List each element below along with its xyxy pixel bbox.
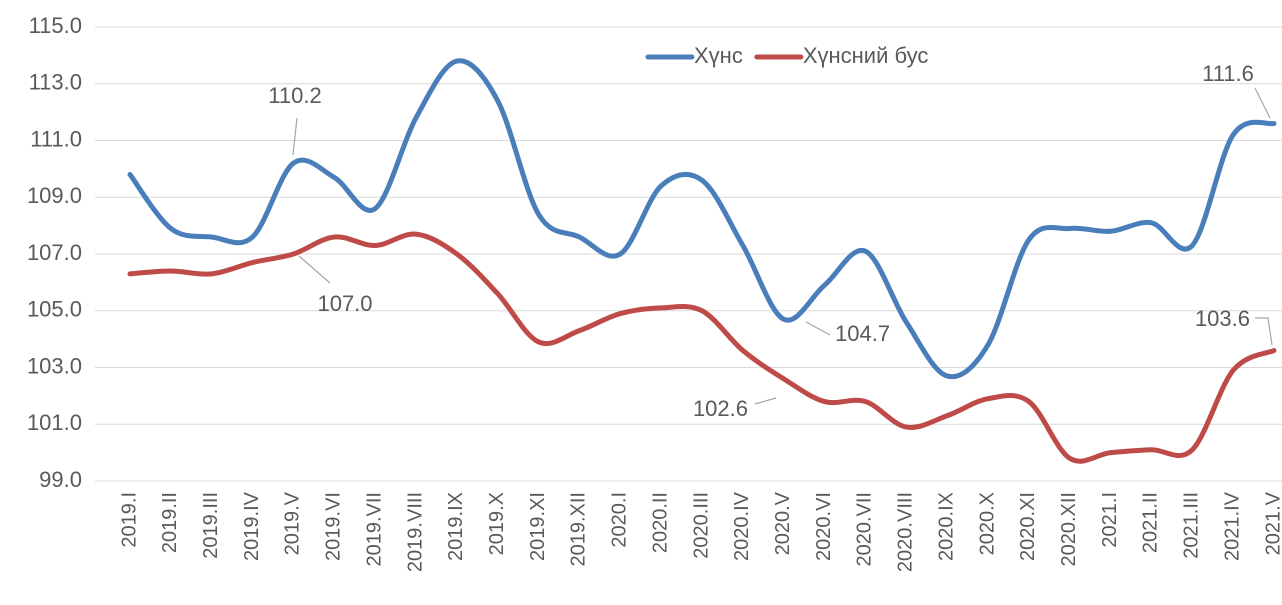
data-label: 107.0	[317, 291, 372, 316]
x-tick-label: 2020.I	[609, 492, 631, 548]
x-tick-label: 2020.VI	[813, 492, 835, 561]
x-tick-label: 2020.III	[690, 492, 712, 559]
x-tick-label: 2020.VIII	[895, 492, 917, 572]
x-tick-label: 2019.IV	[241, 491, 263, 561]
data-label: 103.6	[1195, 306, 1250, 331]
x-tick-label: 2020.X	[976, 492, 998, 555]
leader-line	[1255, 317, 1273, 346]
y-tick-label: 115.0	[29, 13, 82, 38]
y-tick-label: 99.0	[39, 467, 82, 492]
data-label: 104.7	[835, 321, 890, 346]
x-tick-label: 2020.XI	[1017, 492, 1039, 561]
legend-label: Хүнс	[694, 43, 743, 68]
x-tick-label: 2019.III	[200, 492, 222, 559]
x-tick-label: 2021.IV	[1221, 491, 1243, 561]
legend-label: Хүнсний бус	[803, 43, 929, 68]
x-tick-label: 2021.V	[1262, 491, 1282, 555]
y-tick-label: 101.0	[27, 410, 82, 435]
x-tick-label: 2021.I	[1099, 492, 1121, 548]
y-tick-label: 107.0	[27, 240, 82, 265]
leader-line	[298, 255, 331, 284]
x-tick-label: 2019.I	[118, 492, 140, 548]
leader-line	[754, 397, 777, 405]
x-tick-label: 2020.V	[772, 491, 794, 555]
x-tick-label: 2019.VIII	[404, 492, 426, 572]
x-tick-label: 2020.IV	[731, 491, 753, 561]
x-tick-label: 2021.III	[1181, 492, 1203, 559]
x-tick-label: 2019.V	[282, 491, 304, 555]
x-tick-label: 2020.II	[649, 492, 671, 553]
leader-line	[292, 117, 298, 156]
x-tick-label: 2020.XII	[1058, 492, 1080, 567]
y-tick-label: 111.0	[30, 126, 82, 151]
y-tick-label: 105.0	[27, 297, 82, 322]
x-tick-label: 2019.XII	[568, 492, 590, 567]
data-label: 111.6	[1202, 61, 1254, 86]
x-tick-label: 2019.VI	[323, 492, 345, 561]
x-tick-label: 2019.IX	[445, 492, 467, 561]
y-tick-label: 113.0	[29, 70, 82, 95]
leader-line	[1254, 87, 1271, 119]
series-line	[127, 58, 1277, 380]
x-tick-label: 2020.IX	[935, 492, 957, 561]
x-tick-label: 2021.II	[1140, 492, 1162, 553]
series-line	[127, 231, 1277, 464]
x-tick-label: 2020.VII	[854, 492, 876, 567]
x-tick-label: 2019.II	[159, 492, 181, 553]
x-tick-label: 2019.VII	[363, 492, 385, 567]
data-label: 102.6	[693, 396, 748, 421]
data-label: 110.2	[268, 83, 321, 108]
x-tick-label: 2019.XI	[527, 492, 549, 561]
leader-line	[805, 321, 831, 336]
y-tick-label: 109.0	[27, 183, 82, 208]
x-tick-label: 2019.X	[486, 492, 508, 555]
y-tick-label: 103.0	[27, 353, 82, 378]
